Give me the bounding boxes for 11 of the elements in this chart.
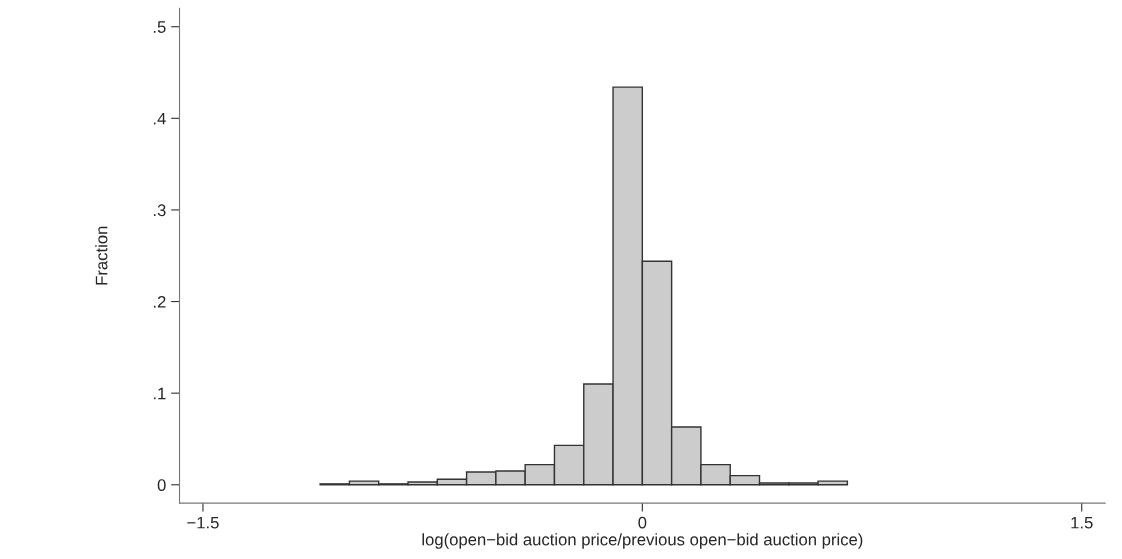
y-tick-label: .5 <box>153 21 166 33</box>
x-axis-title: log(open−bid auction price/previous open−bid auction price) <box>422 533 863 549</box>
x-tick-label: −1.5 <box>187 516 219 529</box>
y-tick-label: .1 <box>153 387 166 400</box>
y-tick-label: .2 <box>153 295 166 308</box>
y-tick-label: .3 <box>153 204 166 217</box>
x-tick-label: 1.5 <box>1071 516 1093 529</box>
y-tick-label: 0 <box>157 479 166 491</box>
x-tick-label: 0 <box>638 516 647 529</box>
y-tick-label: .4 <box>153 112 166 125</box>
y-axis-title: Fraction <box>95 226 108 285</box>
